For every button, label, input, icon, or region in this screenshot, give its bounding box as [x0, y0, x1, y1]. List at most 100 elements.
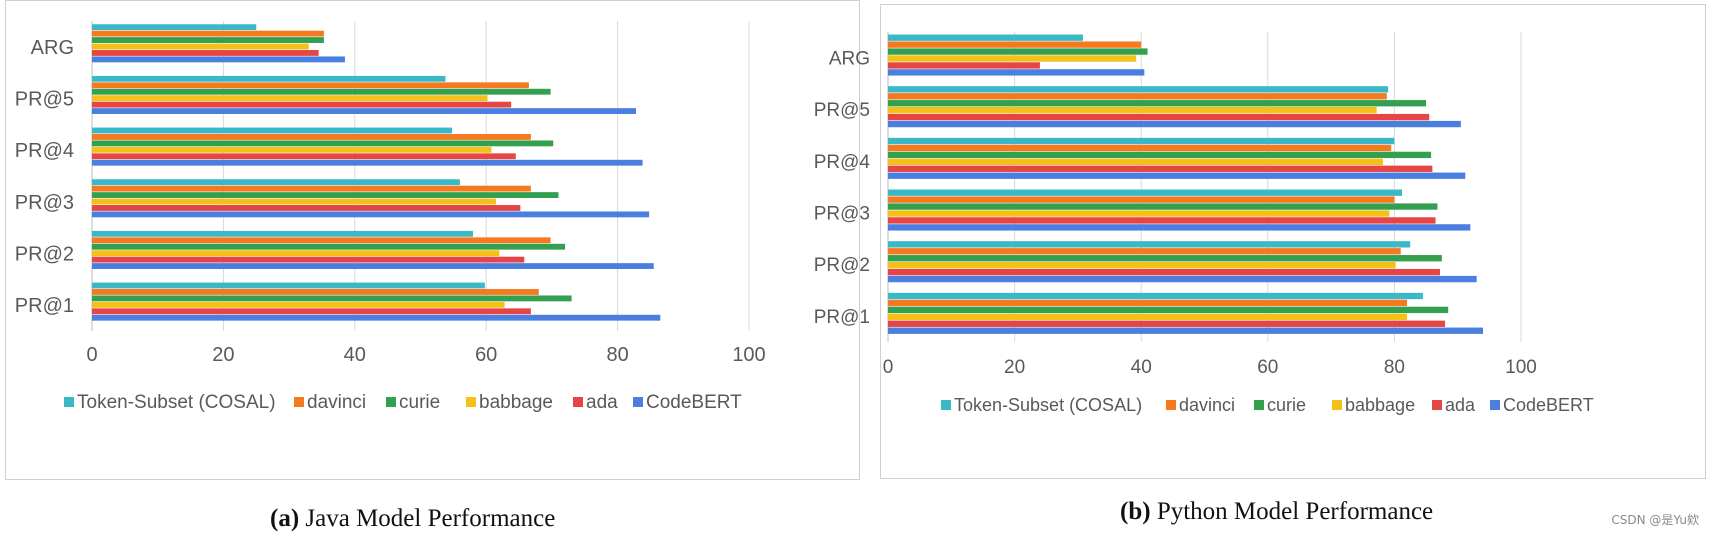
legend-swatch	[1166, 400, 1176, 410]
x-tick-label: 20	[212, 344, 234, 366]
bar	[92, 127, 453, 134]
bar	[888, 120, 1461, 128]
bar	[888, 224, 1471, 231]
bar	[92, 314, 661, 321]
bar	[888, 69, 1145, 76]
bar	[888, 262, 1396, 269]
caption-java: (a) Java Model Performance	[270, 505, 555, 533]
legend-label: Token-Subset (COSAL)	[954, 395, 1142, 415]
bar	[888, 196, 1395, 203]
bar	[888, 48, 1148, 55]
caption-python: (b) Python Model Performance	[1120, 498, 1433, 526]
bar	[92, 88, 551, 95]
bar	[92, 301, 505, 308]
bar	[92, 295, 572, 302]
legend-swatch	[1490, 400, 1500, 410]
caption-python-label: (b)	[1120, 498, 1151, 525]
bar	[92, 198, 497, 205]
bar	[92, 75, 446, 82]
x-tick-label: 100	[1505, 357, 1537, 378]
bar	[888, 41, 1142, 48]
legend-swatch	[466, 397, 476, 407]
bar	[888, 144, 1392, 152]
category-label: PR@3	[814, 203, 870, 224]
bar	[92, 282, 485, 289]
caption-java-text: Java Model Performance	[305, 505, 556, 532]
bar	[888, 113, 1430, 121]
x-tick-label: 40	[344, 344, 366, 366]
bar	[888, 241, 1411, 248]
bar	[92, 101, 512, 108]
bar	[888, 172, 1466, 179]
legend-swatch	[294, 397, 304, 407]
bar	[888, 93, 1387, 100]
legend: Token-Subset (COSAL) davinci curie babbage a…	[941, 395, 1594, 415]
bar	[888, 268, 1440, 276]
bar	[92, 243, 566, 250]
bar	[92, 256, 525, 263]
legend-label: curie	[399, 392, 440, 413]
category-label: PR@2	[814, 255, 870, 276]
legend-swatch	[64, 397, 74, 407]
bar	[92, 153, 516, 160]
x-tick-label: 80	[606, 344, 628, 366]
bar	[92, 308, 531, 315]
bar	[888, 306, 1449, 314]
category-label: ARG	[31, 37, 74, 59]
category-label: PR@3	[15, 192, 74, 214]
chart-panel-python: 0 20 40 60 80 100 PR@1 PR@2 PR@3 PR@4 PR@5 ARG Token…	[814, 4, 1706, 479]
bar	[92, 37, 324, 43]
x-tick-label: 100	[732, 344, 765, 366]
legend-label: CodeBERT	[646, 392, 742, 413]
bar	[888, 313, 1408, 321]
bar	[92, 140, 554, 147]
category-label: ARG	[829, 48, 870, 69]
watermark: CSDN @是Yu欸	[1611, 513, 1699, 527]
bar	[92, 250, 500, 257]
bar	[92, 211, 650, 218]
bar	[888, 137, 1395, 145]
legend-label: davinci	[307, 392, 366, 413]
bar	[888, 292, 1423, 300]
x-tick-label: 60	[475, 344, 497, 366]
legend-label: Token-Subset (COSAL)	[77, 392, 276, 413]
plot-area: 0 20 40 60 80 100 PR@1 PR@2 PR@3 PR@4 PR@5 ARG	[814, 32, 1537, 378]
chart-panel-java: 0 20 40 60 80 100 PR@1 PR@2 PR@3 PR@4 PR@5 ARG Token…	[5, 0, 860, 480]
legend-swatch	[1254, 400, 1264, 410]
legend-swatch	[1332, 400, 1342, 410]
bar	[92, 289, 539, 295]
bar	[92, 50, 319, 56]
bar	[92, 82, 529, 89]
bar	[888, 210, 1390, 217]
bar	[92, 263, 654, 269]
bar	[92, 134, 531, 140]
x-tick-label: 40	[1131, 357, 1152, 378]
bar	[888, 203, 1438, 210]
bar	[92, 56, 345, 63]
chart-java: 0 20 40 60 80 100 PR@1 PR@2 PR@3 PR@4 PR@5 ARG Token…	[15, 21, 766, 413]
legend-label: babbage	[479, 392, 553, 413]
category-label: PR@1	[15, 295, 74, 317]
x-tick-label: 0	[86, 344, 97, 366]
bar	[888, 275, 1477, 283]
x-tick-label: 80	[1384, 357, 1405, 378]
bar	[92, 108, 636, 114]
bar	[888, 320, 1446, 327]
category-label: PR@1	[814, 307, 870, 328]
category-label: PR@4	[15, 140, 74, 162]
plot-area: 0 20 40 60 80 100 PR@1 PR@2 PR@3 PR@4 PR@5 ARG	[15, 21, 766, 366]
bar	[92, 30, 324, 37]
bar	[888, 165, 1433, 172]
x-tick-label: 0	[883, 357, 894, 378]
bar	[888, 86, 1389, 93]
caption-python-text: Python Model Performance	[1156, 498, 1434, 525]
category-label: PR@5	[15, 89, 74, 111]
bar	[92, 43, 309, 50]
bar	[92, 146, 492, 153]
category-label: PR@4	[814, 152, 871, 173]
legend-swatch	[1432, 400, 1442, 410]
bar	[888, 299, 1408, 307]
x-tick-label: 20	[1004, 357, 1025, 378]
legend-label: CodeBERT	[1503, 395, 1594, 415]
bar	[888, 62, 1040, 69]
